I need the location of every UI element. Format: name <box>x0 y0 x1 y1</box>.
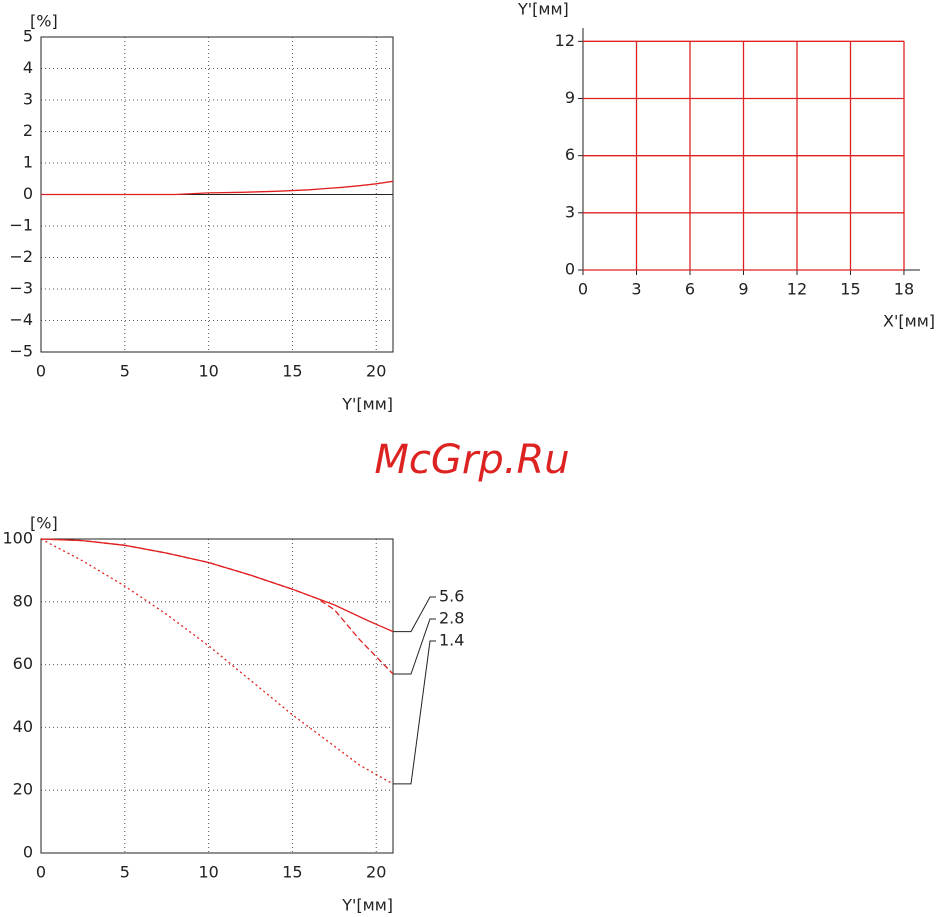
x-axis-label: Y'[мм] <box>341 395 393 414</box>
series-line <box>40 538 394 633</box>
x-axis-label: X'[мм] <box>883 312 935 331</box>
y-tick-label: 40 <box>13 717 33 736</box>
legend-label: 2.8 <box>439 609 464 628</box>
legend-leader <box>393 618 436 675</box>
series-line <box>40 538 394 785</box>
x-tick-label: 15 <box>282 362 302 381</box>
y-tick-label: 0 <box>23 843 33 862</box>
x-tick-label: 18 <box>894 280 914 299</box>
y-tick-label: 2 <box>23 121 33 140</box>
x-tick-label: 9 <box>738 280 748 299</box>
x-tick-label: 0 <box>36 362 46 381</box>
series-line <box>40 538 394 675</box>
y-tick-label: 100 <box>2 529 33 548</box>
y-tick-label: 60 <box>13 654 33 673</box>
legend-leader <box>393 640 436 785</box>
x-tick-label: 10 <box>198 362 218 381</box>
y-axis-label: [%] <box>30 514 58 533</box>
y-tick-label: 3 <box>565 202 575 221</box>
y-tick-label: 3 <box>23 90 33 109</box>
y-tick-label: −1 <box>9 216 33 235</box>
x-tick-label: 15 <box>840 280 860 299</box>
x-tick-label: 0 <box>578 280 588 299</box>
series-line <box>41 180 394 196</box>
legend-label: 5.6 <box>439 587 464 606</box>
y-tick-label: −5 <box>9 342 33 361</box>
x-tick-label: 3 <box>631 280 641 299</box>
y-tick-label: 0 <box>565 260 575 279</box>
watermark: McGrp.Ru <box>374 437 569 483</box>
y-tick-label: 80 <box>13 591 33 610</box>
x-tick-label: 20 <box>366 362 386 381</box>
x-axis-label: Y'[мм] <box>341 896 393 915</box>
x-tick-label: 15 <box>282 863 302 882</box>
y-tick-label: −4 <box>9 310 33 329</box>
x-tick-label: 10 <box>198 863 218 882</box>
y-tick-label: 4 <box>23 58 33 77</box>
y-tick-label: 9 <box>565 88 575 107</box>
x-tick-label: 0 <box>36 863 46 882</box>
legend-label: 1.4 <box>439 631 464 650</box>
y-tick-label: −2 <box>9 247 33 266</box>
x-tick-label: 12 <box>787 280 807 299</box>
y-tick-label: 6 <box>565 145 575 164</box>
frame <box>40 538 394 854</box>
y-tick-label: −3 <box>9 279 33 298</box>
y-tick-label: 5 <box>23 27 33 46</box>
y-tick-label: 20 <box>13 780 33 799</box>
y-axis-label: Y'[мм] <box>517 0 569 19</box>
y-tick-label: 1 <box>23 153 33 172</box>
legend-leader <box>393 596 436 633</box>
x-tick-label: 5 <box>120 362 130 381</box>
x-tick-label: 5 <box>120 863 130 882</box>
y-tick-label: 12 <box>555 31 575 50</box>
x-tick-label: 6 <box>685 280 695 299</box>
x-tick-label: 20 <box>366 863 386 882</box>
y-tick-label: 0 <box>23 184 33 203</box>
y-axis-label: [%] <box>30 12 58 31</box>
